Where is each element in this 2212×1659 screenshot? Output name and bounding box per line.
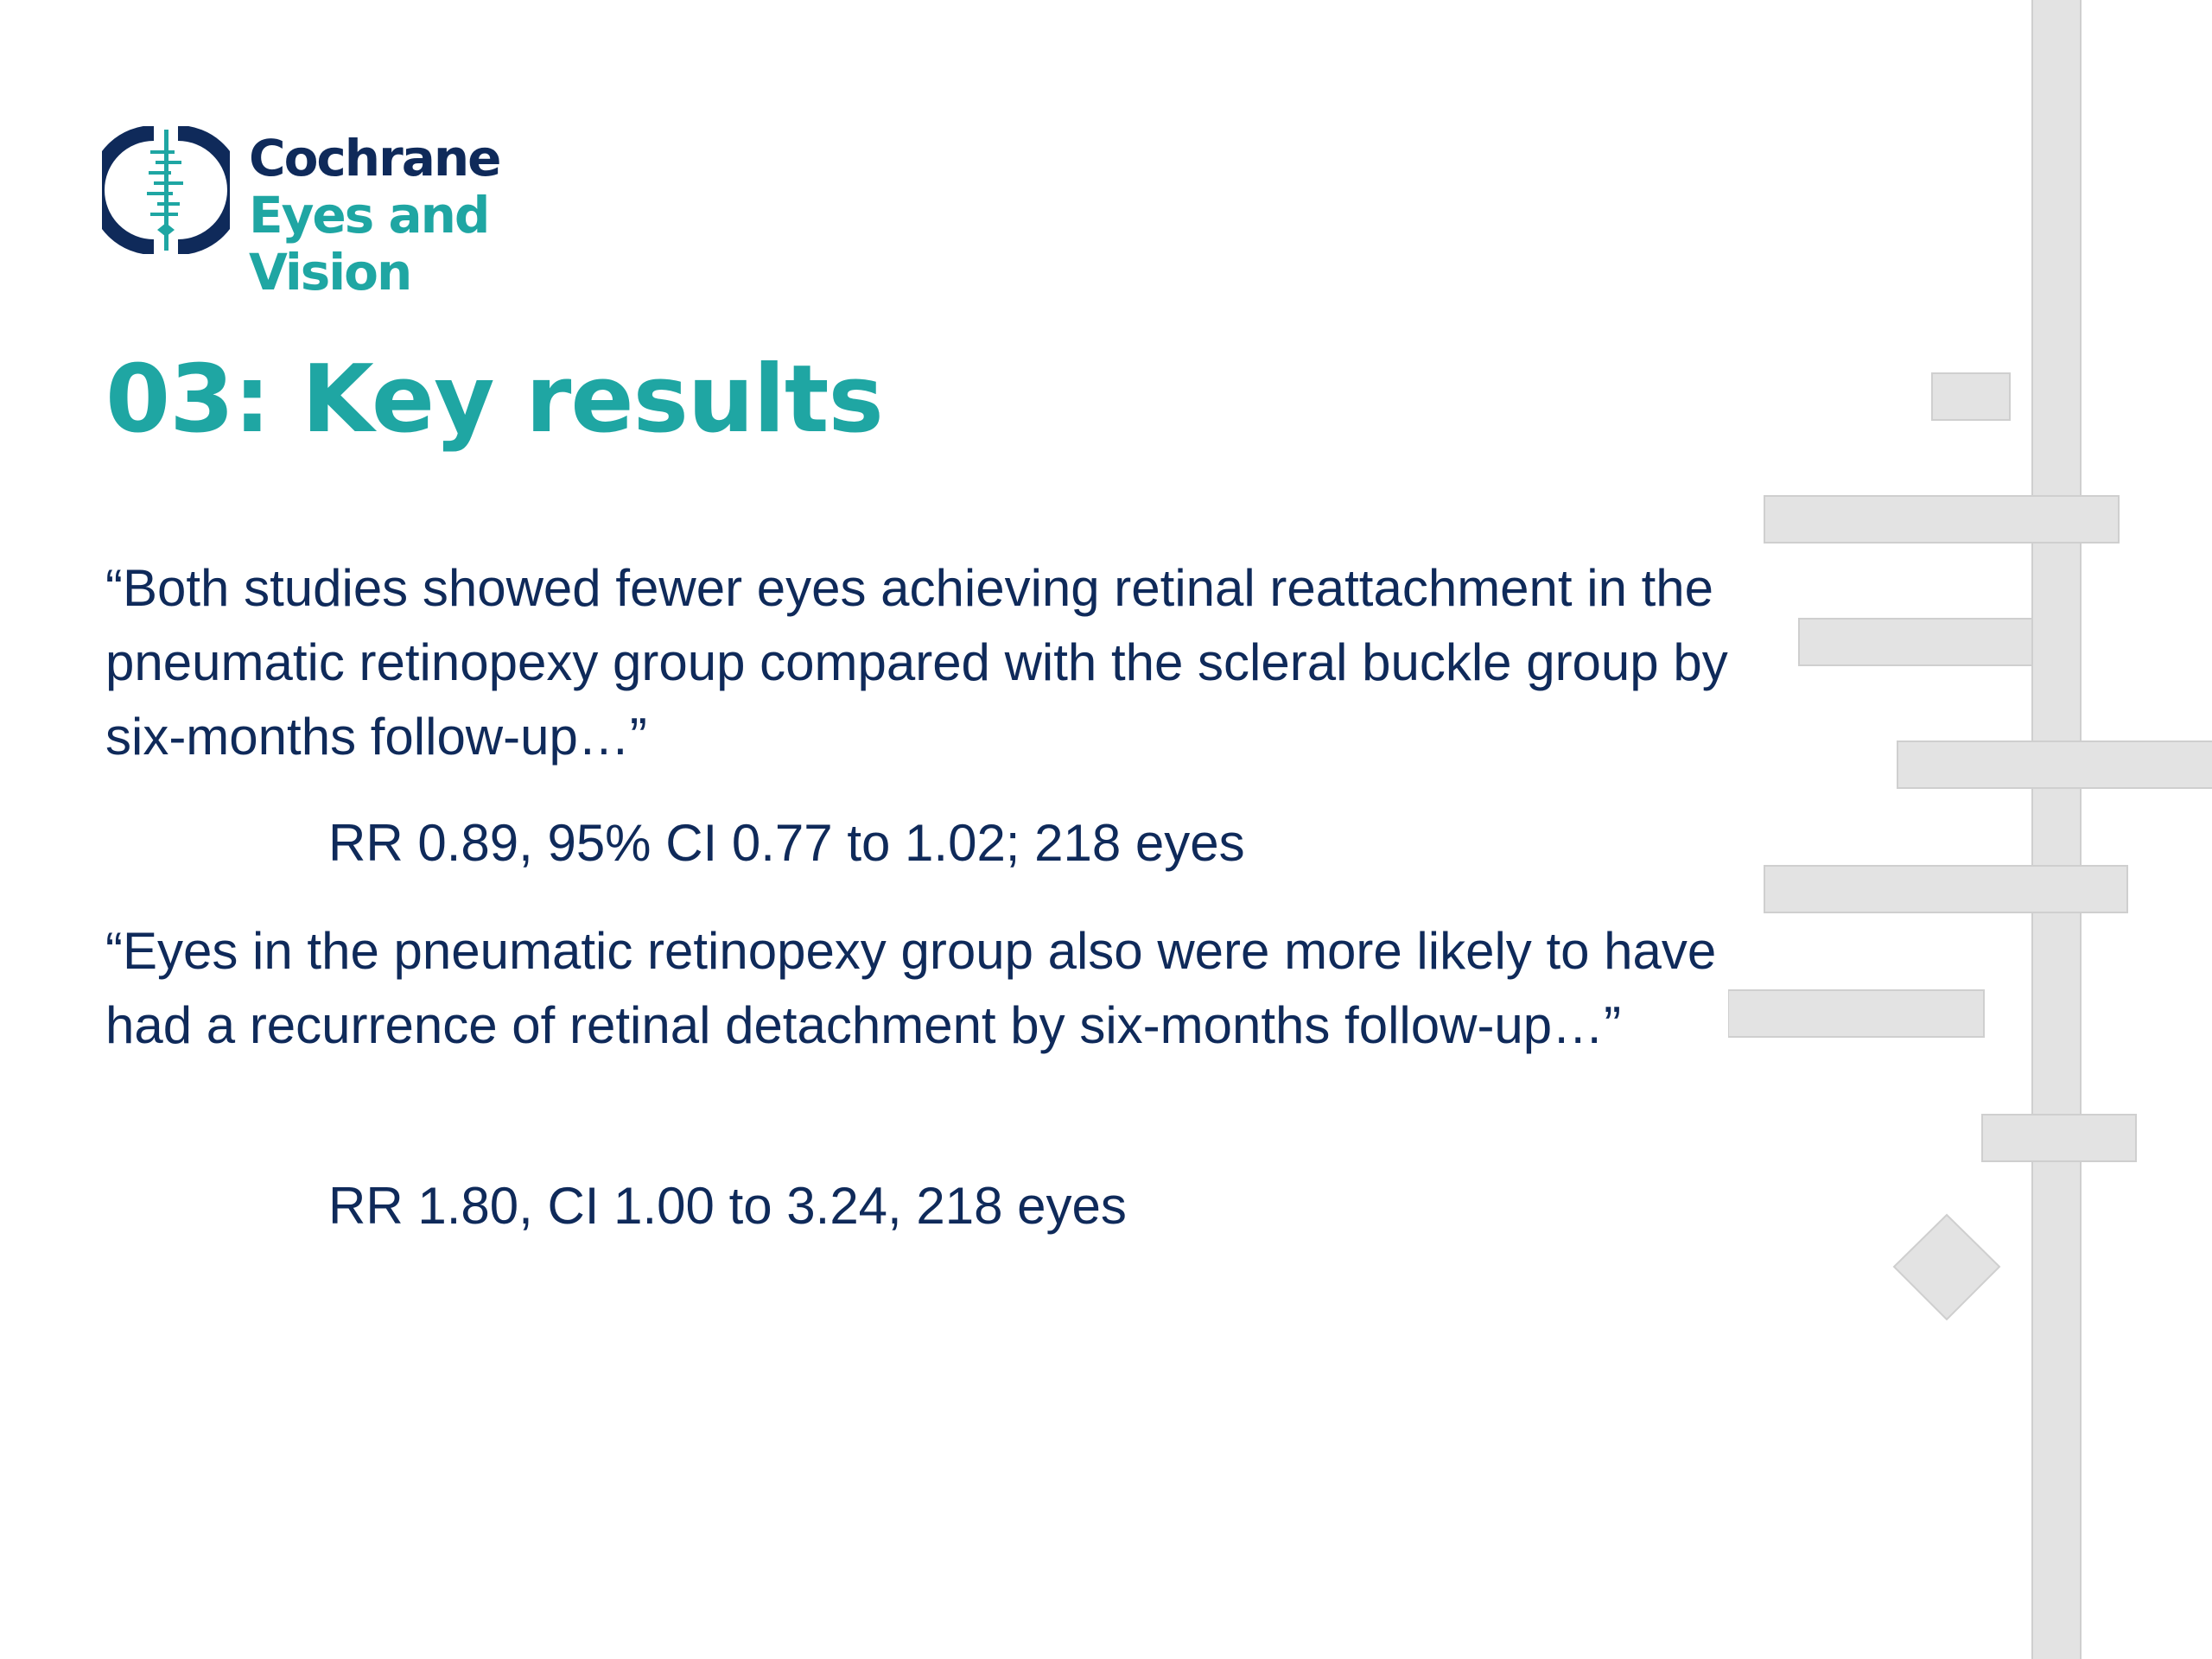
logo-name-eyes-and-vision: Eyes and Vision	[249, 186, 490, 302]
cochrane-logo: Cochrane Eyes and Vision	[102, 121, 620, 301]
slide-title: 03: Key results	[105, 346, 884, 454]
logo-name-cochrane: Cochrane	[249, 129, 501, 188]
logo-wordmark: Cochrane Eyes and Vision	[249, 130, 620, 301]
cochrane-logo-icon	[102, 126, 230, 254]
finding-quote-1: “Both studies showed fewer eyes achievin…	[105, 559, 1728, 766]
forest-plot-decoration	[1728, 0, 2212, 1659]
finding-statistic-1: RR 0.89, 95% CI 0.77 to 1.02; 218 eyes	[328, 814, 1245, 872]
finding-statistic-2: RR 1.80, CI 1.00 to 3.24, 218 eyes	[328, 1177, 1127, 1235]
finding-quote-2: “Eyes in the pneumatic retinopexy group …	[105, 922, 1717, 1054]
